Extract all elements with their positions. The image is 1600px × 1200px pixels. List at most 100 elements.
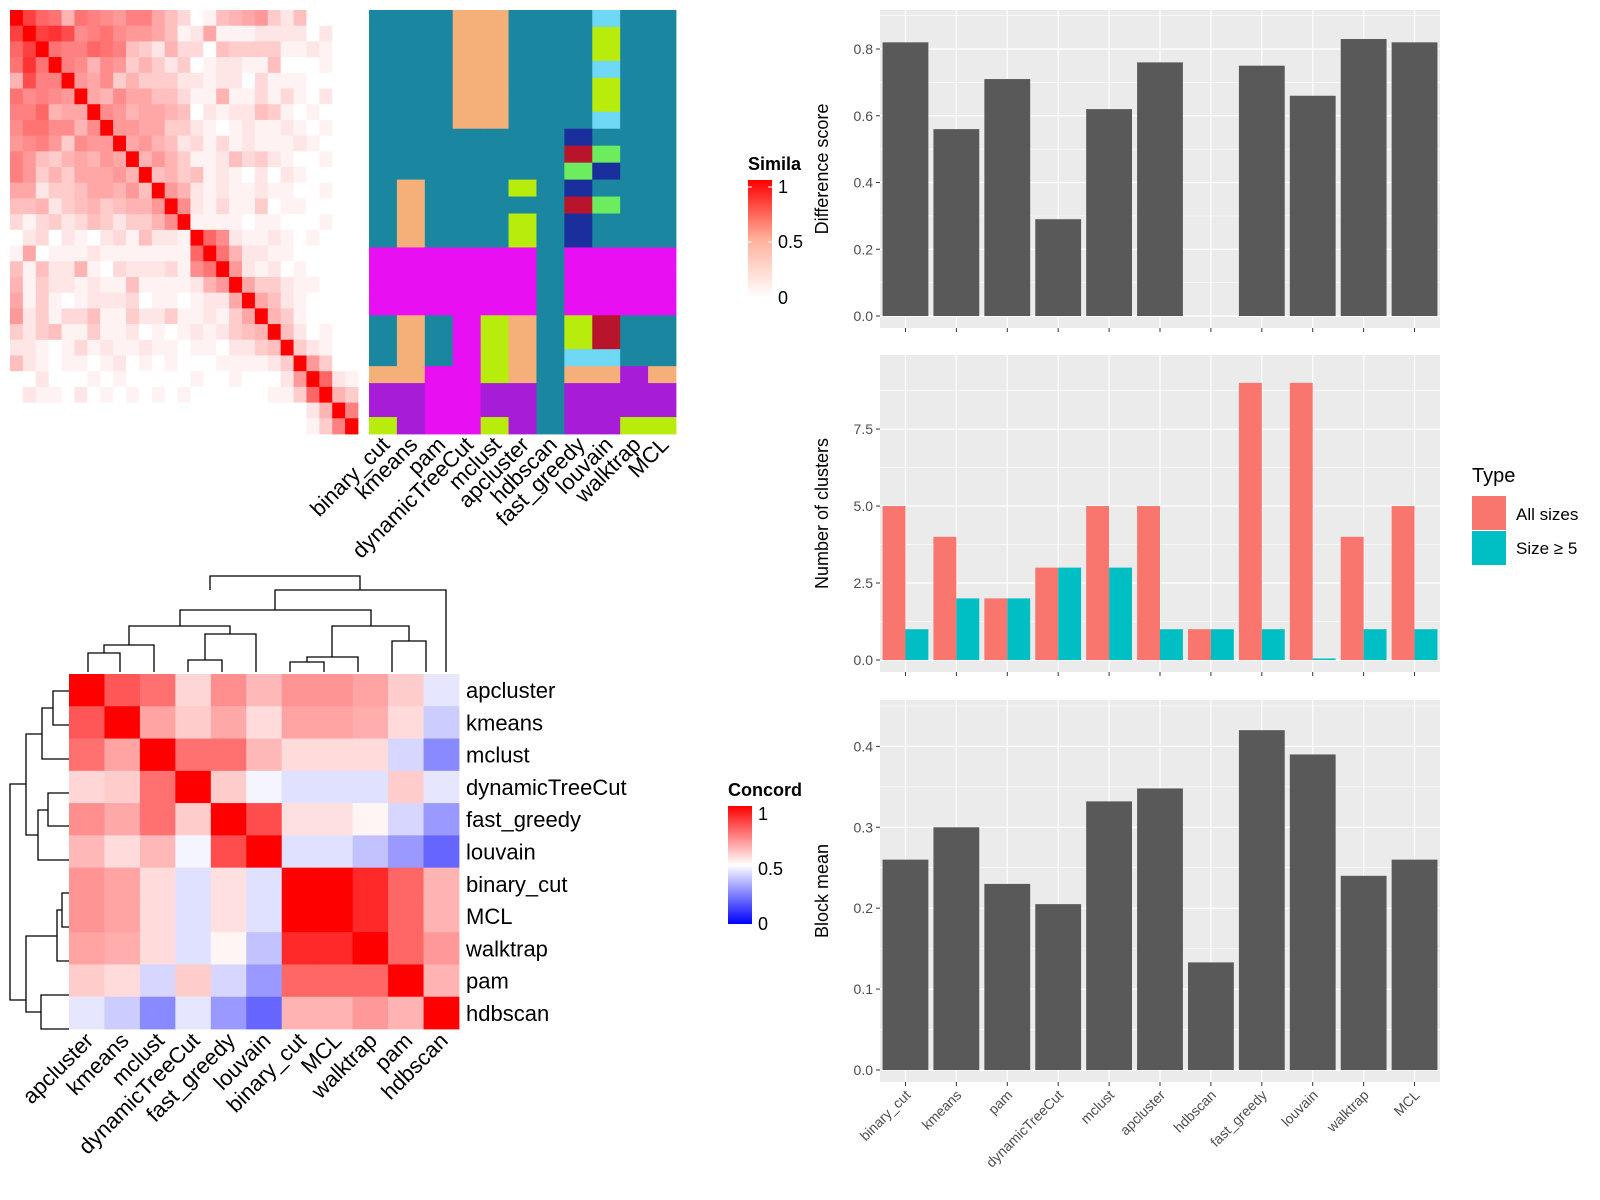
similarity-cell	[229, 135, 243, 152]
y-tick-label: 0.1	[854, 981, 874, 997]
similarity-cell	[138, 339, 153, 356]
partition-cell	[369, 315, 398, 333]
similarity-cell	[138, 88, 153, 105]
partition-cell	[424, 332, 454, 350]
concordance-cell	[388, 835, 424, 869]
similarity-cell	[267, 355, 282, 372]
similarity-cell	[151, 182, 166, 199]
partition-cell	[592, 77, 621, 96]
concordance-legend-tick-0: 0	[758, 914, 768, 934]
bar-louvain	[1289, 754, 1336, 1070]
similarity-cell	[177, 25, 191, 42]
partition-cell	[620, 43, 649, 62]
similarity-cell	[35, 276, 50, 294]
partition-cell	[424, 247, 454, 265]
similarity-cell	[280, 151, 294, 168]
concordance-cell	[352, 835, 389, 869]
legend-label-all-sizes: All sizes	[1516, 505, 1578, 524]
similarity-cell	[203, 386, 217, 403]
similarity-cell	[190, 292, 204, 309]
similarity-cell	[203, 308, 217, 325]
concordance-cell	[352, 738, 389, 772]
partition-cell	[424, 230, 454, 248]
similarity-cell	[293, 10, 307, 27]
similarity-cell	[74, 308, 88, 325]
partition-cell	[564, 349, 593, 367]
similarity-cell	[164, 135, 178, 152]
similarity-cell	[61, 355, 75, 372]
partition-cell	[369, 26, 398, 45]
concordance-cell	[281, 803, 318, 836]
similarity-cell	[229, 119, 243, 137]
concordance-cell	[175, 674, 212, 707]
partition-cell	[564, 247, 593, 265]
partition-cell	[620, 77, 649, 96]
x-tick-label-hdbscan: hdbscan	[1170, 1087, 1219, 1136]
x-tick-label-apcluster: apcluster	[1117, 1087, 1169, 1139]
similarity-cell	[87, 214, 101, 231]
partition-cell	[480, 417, 509, 435]
similarity-cell	[254, 214, 269, 231]
similarity-cell	[74, 355, 88, 372]
similarity-cell	[177, 119, 191, 137]
similarity-cell	[345, 167, 359, 184]
similarity-cell	[216, 308, 230, 325]
similarity-cell	[164, 292, 178, 309]
similarity-cell	[138, 25, 153, 42]
similarity-cell	[113, 198, 127, 215]
partition-cell	[592, 179, 621, 197]
similarity-cell	[319, 261, 333, 278]
similarity-cell	[10, 292, 24, 309]
y-tick-label: 0.6	[854, 108, 874, 124]
similarity-cell	[254, 418, 269, 435]
similarity-cell	[100, 198, 114, 215]
similarity-legend-tick-1: 1	[778, 177, 788, 197]
similarity-cell	[229, 339, 243, 356]
similarity-cell	[332, 88, 346, 105]
similarity-cell	[22, 167, 37, 184]
similarity-cell	[345, 386, 359, 403]
similarity-cell	[293, 371, 307, 388]
bar-all-sizes-louvain	[1289, 382, 1313, 660]
partition-cell	[396, 264, 426, 282]
concordance-cell	[352, 996, 389, 1030]
similarity-cell	[74, 135, 88, 152]
similarity-cell	[74, 57, 88, 74]
similarity-cell	[100, 119, 114, 137]
partition-cell	[620, 315, 649, 333]
partition-cell	[620, 400, 649, 418]
partition-cell	[592, 264, 621, 282]
bar-apcluster	[1137, 62, 1183, 316]
similarity-cell	[345, 135, 359, 152]
concordance-cell	[388, 770, 424, 804]
similarity-cell	[74, 261, 88, 278]
similarity-cell	[203, 245, 217, 262]
similarity-cell	[332, 308, 346, 325]
concordance-cell	[423, 899, 460, 933]
similarity-cell	[164, 418, 178, 435]
concordance-cell	[69, 996, 105, 1030]
partition-cell	[508, 196, 537, 214]
partition-cell	[508, 10, 537, 28]
similarity-cell	[126, 135, 140, 152]
concordance-cell	[69, 706, 105, 739]
similarity-cell	[203, 57, 217, 74]
partition-cell	[480, 281, 509, 299]
similarity-cell	[113, 386, 127, 403]
similarity-cell	[306, 355, 320, 372]
concordance-cell	[352, 803, 389, 836]
similarity-cell	[345, 418, 359, 435]
similarity-legend-tick-0: 0	[778, 288, 788, 308]
similarity-cell	[293, 324, 307, 341]
similarity-cell	[138, 229, 153, 246]
partition-cell	[452, 281, 482, 299]
similarity-cell	[242, 25, 256, 42]
similarity-cell	[48, 182, 62, 199]
partition-cell	[369, 400, 398, 418]
row-dendrogram	[9, 690, 69, 1030]
partition-cell	[648, 43, 677, 62]
concordance-cell	[69, 674, 105, 707]
similarity-cell	[203, 292, 217, 309]
partition-cell	[592, 111, 621, 130]
partition-cell	[369, 281, 398, 299]
